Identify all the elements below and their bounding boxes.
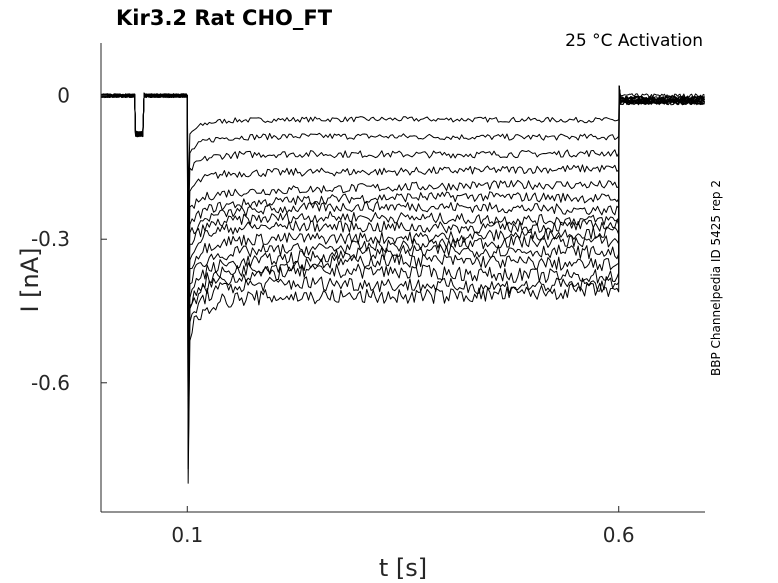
current-trace — [100, 85, 705, 470]
y-tick-label: 0 — [57, 84, 70, 108]
traces-group — [100, 85, 706, 484]
current-trace — [100, 85, 705, 365]
chart-annotation: 25 °C Activation — [565, 31, 703, 51]
x-tick-label: 0.6 — [603, 523, 635, 547]
current-trace — [100, 85, 705, 307]
x-tick-label: 0.1 — [171, 523, 203, 547]
y-ticks: 0 -0.3 -0.6 — [31, 84, 107, 395]
chart-title: Kir3.2 Rat CHO_FT — [116, 6, 333, 30]
current-trace — [100, 85, 705, 484]
y-tick-label: -0.6 — [31, 371, 70, 395]
side-label: BBP Channelpedia ID 5425 rep 2 — [709, 180, 723, 376]
current-trace — [100, 85, 706, 269]
current-trace — [100, 85, 705, 417]
current-trace — [100, 85, 705, 384]
y-axis-label: I [nA] — [16, 247, 44, 312]
x-axis-label: t [s] — [379, 554, 427, 582]
y-tick-label: -0.3 — [31, 227, 70, 251]
x-ticks: 0.1 0.6 — [171, 506, 635, 547]
